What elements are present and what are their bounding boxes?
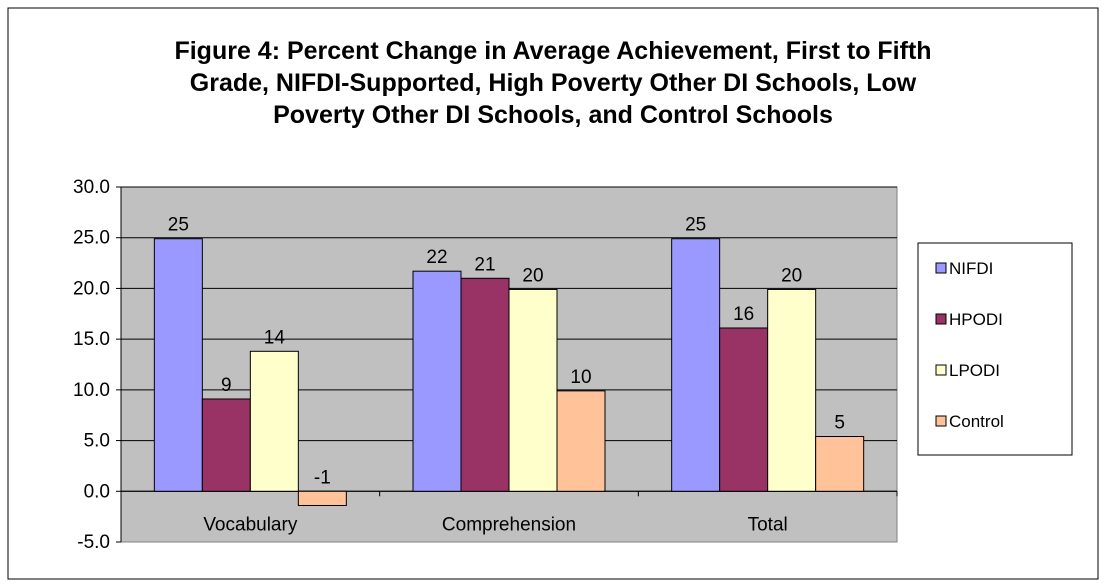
data-label: 5 [834, 413, 845, 434]
y-tick-label: 0.0 [84, 481, 110, 502]
legend-swatch [935, 415, 947, 427]
bar-nifdi [153, 238, 203, 492]
legend-entry: NIFDI [949, 259, 993, 278]
data-label: 14 [264, 327, 286, 348]
y-tick-label: 30.0 [73, 177, 110, 198]
y-tick-label: 25.0 [73, 228, 110, 249]
y-tick-labels: -5.0 0.0 5.0 10.0 15.0 20.0 25.0 30.0 [73, 177, 110, 553]
chart-title-line: Grade, NIFDI-Supported, High Poverty Oth… [190, 69, 917, 97]
data-label: 16 [733, 304, 754, 325]
data-label: 25 [685, 215, 706, 236]
data-label: 20 [522, 265, 543, 286]
bar-hpodi [719, 327, 769, 492]
data-label: -1 [314, 467, 331, 488]
y-tick-label: 10.0 [73, 380, 110, 401]
data-label: 20 [781, 265, 802, 286]
legend-entry: HPODI [949, 310, 1003, 329]
bar-nifdi [671, 238, 721, 492]
bar-control [815, 436, 865, 492]
bar-control [556, 390, 606, 492]
bar-control [297, 490, 347, 506]
y-tick-label: -5.0 [77, 532, 110, 553]
data-label: 21 [474, 254, 495, 275]
bar-hpodi [201, 398, 251, 492]
x-tick-label: Vocabulary [203, 514, 298, 535]
legend-swatch [935, 364, 947, 376]
chart-title-line: Figure 4: Percent Change in Average Achi… [174, 37, 931, 65]
x-tick-labels: Vocabulary Comprehension Total [203, 514, 787, 535]
data-label: 25 [168, 215, 189, 236]
data-label: 9 [221, 375, 232, 396]
y-tick-label: 15.0 [73, 329, 110, 350]
legend-entry: LPODI [949, 361, 1000, 380]
legend-swatch [935, 262, 947, 274]
chart-title-line: Poverty Other DI Schools, and Control Sc… [273, 101, 833, 129]
bar-lpodi [249, 350, 299, 492]
bar-lpodi [508, 288, 558, 492]
x-tick-label: Total [748, 514, 788, 535]
y-tick-label: 20.0 [73, 278, 110, 299]
data-label: 10 [570, 367, 591, 388]
data-labels: 25 9 14 -1 22 21 20 10 25 16 20 5 [168, 215, 845, 489]
legend: NIFDI HPODI LPODI Control [917, 242, 1073, 456]
y-tick-label: 5.0 [84, 431, 110, 452]
bars [153, 238, 865, 506]
bar-hpodi [460, 277, 510, 492]
bar-nifdi [412, 270, 462, 492]
legend-entry: Control [949, 412, 1004, 431]
legend-swatch [935, 313, 947, 325]
x-tick-label: Comprehension [442, 514, 576, 535]
data-label: 22 [426, 247, 447, 268]
chart-title: Figure 4: Percent Change in Average Achi… [174, 37, 931, 129]
bar-lpodi [767, 288, 817, 492]
